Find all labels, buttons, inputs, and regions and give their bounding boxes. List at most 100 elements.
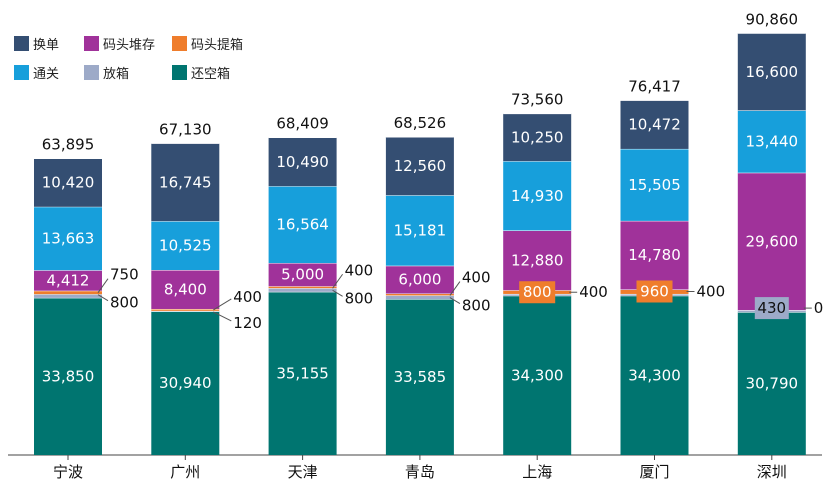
data-label-天津-码头堆存: 5,000 xyxy=(281,266,324,284)
x-tick-label-宁波: 宁波 xyxy=(53,463,83,481)
data-label-广州-码头堆存: 8,400 xyxy=(164,280,207,298)
total-label-天津: 68,409 xyxy=(276,114,329,132)
data-label-广州-换单: 16,745 xyxy=(159,173,212,191)
total-label-宁波: 63,895 xyxy=(42,135,95,153)
bar-宁波-放箱 xyxy=(34,294,102,298)
data-label-深圳-换单: 16,600 xyxy=(746,63,799,81)
bar-深圳-通关 xyxy=(737,110,806,173)
bar-青岛-码头提箱 xyxy=(385,293,454,296)
legend-item-码头提箱: 码头提箱 xyxy=(172,34,243,53)
legend-label: 码头提箱 xyxy=(191,38,244,53)
callout-line xyxy=(97,294,109,302)
legend-swatch-icon xyxy=(172,36,187,51)
data-label-深圳-码头提箱: 0 xyxy=(814,299,824,317)
legend-label: 放箱 xyxy=(103,67,130,82)
data-label-厦门-换单: 10,472 xyxy=(628,116,681,134)
data-label-上海-放箱: 400 xyxy=(579,283,608,301)
data-label-天津-码头提箱: 400 xyxy=(345,261,374,279)
x-tick-label-厦门: 厦门 xyxy=(639,463,669,481)
bar-上海-还空箱 xyxy=(503,295,572,455)
total-label-上海: 73,560 xyxy=(511,91,564,109)
bar-青岛-通关 xyxy=(385,195,454,266)
bar-青岛-放箱 xyxy=(385,295,454,300)
legend-label: 通关 xyxy=(33,67,60,82)
data-label-上海-换单: 10,250 xyxy=(511,128,564,146)
data-label-宁波-通关: 13,663 xyxy=(42,230,95,248)
legend-item-码头堆存: 码头堆存 xyxy=(84,34,155,53)
total-label-青岛: 68,526 xyxy=(394,114,447,132)
bar-厦门-还空箱 xyxy=(620,295,689,455)
bar-广州-码头堆存 xyxy=(151,269,220,309)
data-label-广州-码头提箱: 400 xyxy=(233,288,262,306)
data-label-青岛-码头堆存: 6,000 xyxy=(398,271,441,289)
legend-swatch-icon xyxy=(84,65,99,80)
total-label-深圳: 90,860 xyxy=(746,10,799,28)
data-label-青岛-放箱: 800 xyxy=(462,297,491,315)
legend-label: 还空箱 xyxy=(191,67,231,82)
callout-line xyxy=(332,273,344,289)
data-label-天津-放箱: 800 xyxy=(345,289,374,307)
data-label-上海-码头提箱: 800 xyxy=(523,283,552,301)
bar-厦门-通关 xyxy=(620,148,689,221)
data-label-上海-码头堆存: 12,880 xyxy=(511,251,564,269)
bar-天津-码头提箱 xyxy=(268,286,337,289)
bar-上海-通关 xyxy=(503,161,572,231)
bar-广州-通关 xyxy=(151,221,220,270)
data-label-厦门-码头提箱: 960 xyxy=(640,282,669,300)
legend-item-通关: 通关 xyxy=(14,63,59,82)
data-label-青岛-换单: 12,560 xyxy=(394,157,447,175)
bar-深圳-码头堆存 xyxy=(737,172,806,311)
bar-天津-码头堆存 xyxy=(268,263,337,287)
legend-swatch-icon xyxy=(84,36,99,51)
data-label-上海-通关: 14,930 xyxy=(511,187,564,205)
data-label-宁波-换单: 10,420 xyxy=(42,174,95,192)
total-label-厦门: 76,417 xyxy=(628,77,681,95)
bar-广州-还空箱 xyxy=(151,311,220,455)
x-tick-label-深圳: 深圳 xyxy=(757,463,787,481)
data-label-厦门-通关: 15,505 xyxy=(628,176,681,194)
x-tick-label-青岛: 青岛 xyxy=(405,463,435,481)
x-tick-label-广州: 广州 xyxy=(170,463,200,481)
bar-天津-通关 xyxy=(268,186,337,264)
data-label-深圳-放箱: 430 xyxy=(757,299,786,317)
bar-深圳-还空箱 xyxy=(737,312,806,455)
legend-swatch-icon xyxy=(172,65,187,80)
bar-青岛-换单 xyxy=(385,136,454,196)
legend-label: 码头堆存 xyxy=(103,38,156,53)
bar-厦门-换单 xyxy=(620,100,689,149)
data-label-天津-换单: 10,490 xyxy=(276,153,329,171)
data-label-box-厦门 xyxy=(636,280,673,303)
data-label-深圳-通关: 13,440 xyxy=(746,133,799,151)
bar-青岛-码头堆存 xyxy=(385,265,454,294)
data-label-宁波-码头堆存: 4,412 xyxy=(47,271,90,289)
bar-厦门-码头堆存 xyxy=(620,220,689,290)
bar-宁波-码头堆存 xyxy=(34,270,102,291)
legend-item-还空箱: 还空箱 xyxy=(172,63,230,82)
bar-上海-换单 xyxy=(503,113,572,162)
data-label-box-深圳 xyxy=(754,297,789,320)
data-label-青岛-通关: 15,181 xyxy=(394,221,447,239)
legend-item-放箱: 放箱 xyxy=(84,63,129,82)
data-label-青岛-还空箱: 33,585 xyxy=(394,368,447,386)
data-label-广州-放箱: 120 xyxy=(233,314,262,332)
legend-item-换单: 换单 xyxy=(14,34,59,53)
callout-line xyxy=(332,289,343,297)
legend-swatch-icon xyxy=(14,36,29,51)
callout-line xyxy=(213,298,232,311)
data-label-深圳-还空箱: 30,790 xyxy=(746,375,799,393)
callout-line xyxy=(213,311,232,322)
data-label-青岛-码头提箱: 400 xyxy=(462,269,491,287)
bar-宁波-通关 xyxy=(34,206,102,271)
total-label-广州: 67,130 xyxy=(159,120,212,138)
data-label-厦门-还空箱: 34,300 xyxy=(628,366,681,384)
bar-天津-放箱 xyxy=(268,288,337,292)
data-label-深圳-码头堆存: 29,600 xyxy=(746,232,799,250)
bar-青岛-还空箱 xyxy=(385,299,454,455)
data-label-天津-通关: 16,564 xyxy=(276,216,329,234)
bar-天津-还空箱 xyxy=(268,291,337,455)
data-label-宁波-还空箱: 33,850 xyxy=(42,367,95,385)
data-label-广州-还空箱: 30,940 xyxy=(159,374,212,392)
bar-深圳-换单 xyxy=(737,33,806,111)
callout-line xyxy=(97,278,109,293)
